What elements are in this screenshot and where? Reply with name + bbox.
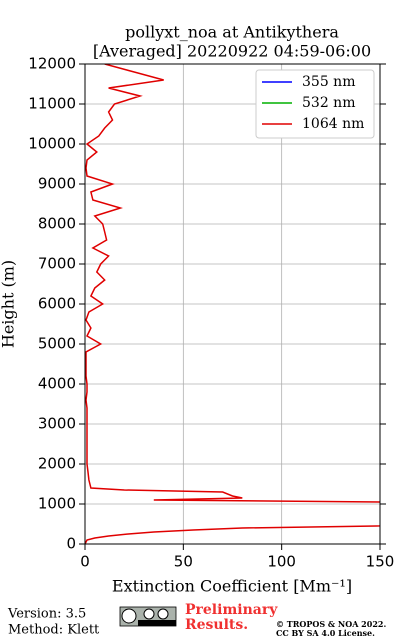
lines [85,64,380,544]
version: Version: 3.5 [7,607,86,622]
y-tick-label: 10000 [28,135,76,153]
x-tick-label: 150 [366,553,395,571]
method: Method: Klett [8,623,100,638]
copyright: © TROPOS & NOA 2022. [276,619,386,629]
legend-box [255,69,375,139]
y-tick-label: 11000 [28,95,76,113]
x-axis-label: Extinction Coefficient [Mm⁻¹] [112,577,352,596]
y-tick-label: 12000 [28,55,76,73]
notice: Results. [185,617,248,633]
copyright: CC BY SA 4.0 License. [276,628,375,638]
y-tick-label: 5000 [38,335,76,353]
y-tick-label: 1000 [38,495,76,513]
y-tick-label: 3000 [38,415,76,433]
legend: 355 nm 532 nm 1064 nm [255,69,375,139]
y-tick-label: 4000 [38,375,76,393]
legend-label: 355 nm [302,74,355,90]
y-tick-label: 7000 [38,255,76,273]
y-axis-label: Height (m) [0,260,18,348]
cc-logo [119,606,177,627]
notice: Preliminary [185,602,278,618]
y-tick-label: 6000 [38,295,76,313]
x-tick-label: 0 [80,553,90,571]
y-tick-label: 8000 [38,215,76,233]
profile-line [85,64,380,544]
chart-title: pollyxt_noa at Antikythera [125,23,339,42]
legend-label: 532 nm [302,95,355,111]
x-tick-label: 100 [267,553,296,571]
x-tick-label: 50 [174,553,193,571]
legend-label: 1064 nm [302,116,364,132]
y-tick-label: 0 [66,535,76,553]
y-tick-label: 9000 [38,175,76,193]
y-tick-label: 2000 [38,455,76,473]
chart-title: [Averaged] 20220922 04:59-06:00 [93,42,371,61]
